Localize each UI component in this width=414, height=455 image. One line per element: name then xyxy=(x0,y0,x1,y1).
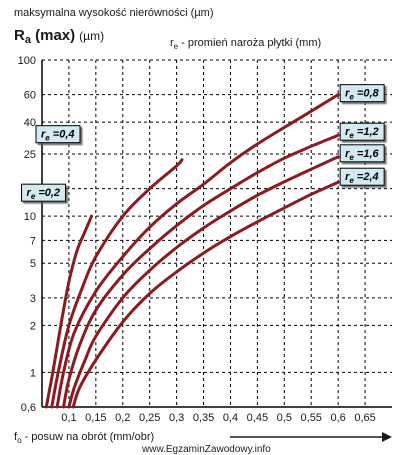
y-tick-label: 60 xyxy=(24,90,36,102)
series-label-box: re =0,8 xyxy=(339,84,385,103)
series-labels: re =0,2 re =0,4 re =0,8 re =1,2 re =1,6 re =2… xyxy=(21,84,385,202)
y-tick-label: 25 xyxy=(24,149,36,161)
series-line-re08 xyxy=(55,93,340,409)
series-label-text: re =1,2 xyxy=(345,126,379,140)
x-axis-arrow-head xyxy=(382,432,392,442)
series-label-box: re =0,4 xyxy=(35,125,81,144)
y-axis-label: Ra (max) (µm) xyxy=(14,27,104,46)
x-tick-label: 0,4 xyxy=(223,412,238,424)
x-axis-label: fo - posuw na obrót (mm/obr) xyxy=(14,431,154,445)
y-tick-label: 3 xyxy=(30,293,36,305)
x-tick-label: 0,6 xyxy=(331,412,346,424)
label-box-bg xyxy=(339,122,385,141)
y-tick-label: 2 xyxy=(30,320,36,332)
series xyxy=(44,93,340,409)
x-tick-label: 0,25 xyxy=(139,412,160,424)
label-box-bg xyxy=(35,125,81,144)
x-tick-label: 0,65 xyxy=(354,412,375,424)
x-tick-label: 0,45 xyxy=(247,412,268,424)
series-label-box: re =0,2 xyxy=(21,183,67,202)
x-tick-label: 0,55 xyxy=(301,412,322,424)
series-line-re24 xyxy=(71,180,340,409)
series-line-re04 xyxy=(50,158,184,409)
series-label-text: re =2,4 xyxy=(345,171,379,185)
y-tick-label: 5 xyxy=(30,258,36,270)
x-tick-label: 0,35 xyxy=(193,412,214,424)
y-tick-label: 40 xyxy=(24,117,36,129)
x-tick-label: 0,2 xyxy=(115,412,130,424)
watermark: www.EgzaminZawodowy.info xyxy=(141,444,271,455)
tick-labels: 0,1 0,15 0,2 0,25 0,3 0,35 0,4 0,45 0,5 0,55 0,6 0,… xyxy=(18,55,376,424)
series-line-re02 xyxy=(44,214,93,409)
series-label-text: re =1,6 xyxy=(345,148,379,162)
label-box-bg xyxy=(21,183,67,202)
label-box-bg xyxy=(339,84,385,103)
grid xyxy=(42,60,392,407)
chart-title: maksymalna wysokość nierówności (µm) xyxy=(14,7,214,19)
series-label-box: re =1,2 xyxy=(339,122,385,141)
series-label-box: re =1,6 xyxy=(339,144,385,163)
y-tick-label: 1 xyxy=(30,367,36,379)
y-tick-label: 0,6 xyxy=(21,402,36,414)
y-tick-label: 7 xyxy=(30,235,36,247)
series-label-text: re =0,2 xyxy=(27,187,61,201)
y-tick-label: 100 xyxy=(18,55,36,67)
y-tick-label: 10 xyxy=(24,211,36,223)
series-line-re12 xyxy=(62,133,340,409)
x-tick-label: 0,1 xyxy=(61,412,76,424)
label-box-bg xyxy=(339,144,385,163)
x-tick-label: 0,15 xyxy=(85,412,106,424)
x-tick-label: 0,5 xyxy=(277,412,292,424)
series-label-text: re =0,8 xyxy=(345,88,379,102)
series-label-text: re =0,4 xyxy=(41,129,75,143)
x-tick-label: 0,3 xyxy=(169,412,184,424)
label-box-bg xyxy=(339,167,385,186)
legend-title: re - promień naroża płytki (mm) xyxy=(170,37,321,51)
series-label-box: re =2,4 xyxy=(339,167,385,186)
series-line-re16 xyxy=(67,155,340,409)
axes xyxy=(41,59,392,408)
